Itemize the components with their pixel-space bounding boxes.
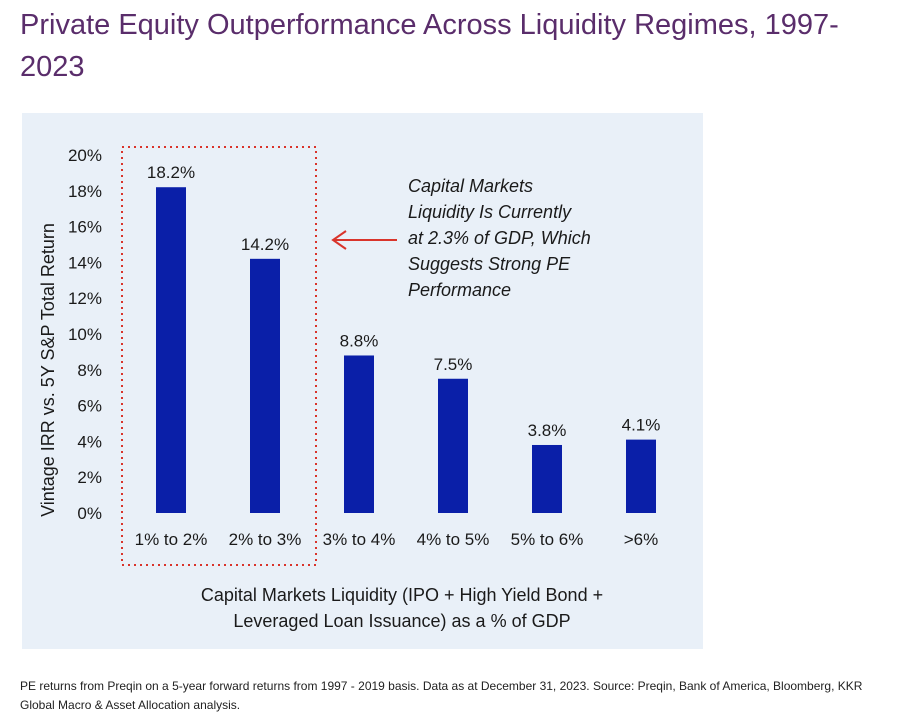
- y-tick-label: 2%: [77, 468, 102, 487]
- y-tick-label: 4%: [77, 432, 102, 451]
- annotation-line: at 2.3% of GDP, Which: [408, 228, 591, 248]
- x-axis-title-line: Capital Markets Liquidity (IPO + High Yi…: [201, 585, 603, 605]
- bars: [156, 187, 656, 513]
- y-tick-label: 8%: [77, 361, 102, 380]
- x-axis-title: Capital Markets Liquidity (IPO + High Yi…: [201, 585, 603, 631]
- y-tick-label: 14%: [68, 253, 102, 272]
- y-tick-label: 12%: [68, 289, 102, 308]
- y-tick-label: 10%: [68, 325, 102, 344]
- y-tick-labels: 0% 2% 4% 6% 8% 10% 12% 14% 16% 18% 20%: [68, 146, 102, 523]
- y-tick-label: 0%: [77, 504, 102, 523]
- bar: [344, 355, 374, 513]
- annotation-arrow: [331, 230, 397, 250]
- annotation-arrow-head: [331, 230, 347, 250]
- annotation-line: Liquidity Is Currently: [408, 202, 572, 222]
- bar-value-label: 8.8%: [340, 331, 379, 350]
- annotation-line: Suggests Strong PE: [408, 254, 571, 274]
- bar: [626, 439, 656, 513]
- value-labels: 18.2% 14.2% 8.8% 7.5% 3.8% 4.1%: [147, 163, 660, 440]
- bar: [250, 258, 280, 513]
- bar: [156, 187, 186, 513]
- y-tick-label: 20%: [68, 146, 102, 165]
- highlight-box: [121, 146, 317, 566]
- x-tick-label: >6%: [624, 530, 659, 549]
- y-tick-label: 6%: [77, 397, 102, 416]
- annotation-line: Performance: [408, 280, 511, 300]
- annotation-text: Capital Markets Liquidity Is Currently at …: [408, 176, 591, 300]
- x-tick-label: 2% to 3%: [229, 530, 302, 549]
- bar-chart: Vintage IRR vs. 5Y S&P Total Return 0% 2%…: [38, 146, 660, 631]
- page-title: Private Equity Outperformance Across Liq…: [20, 9, 839, 83]
- x-tick-label: 5% to 6%: [511, 530, 584, 549]
- annotation-line: Capital Markets: [408, 176, 533, 196]
- x-tick-label: 3% to 4%: [323, 530, 396, 549]
- y-axis-title-group: Vintage IRR vs. 5Y S&P Total Return: [38, 223, 58, 517]
- bar: [438, 378, 468, 513]
- x-tick-label: 4% to 5%: [417, 530, 490, 549]
- x-axis-title-line: Leveraged Loan Issuance) as a % of GDP: [233, 611, 570, 631]
- bar-value-label: 18.2%: [147, 163, 195, 182]
- y-axis-title: Vintage IRR vs. 5Y S&P Total Return: [38, 223, 58, 517]
- bar-value-label: 14.2%: [241, 235, 289, 254]
- source-footnote: PE returns from Preqin on a 5-year forwa…: [20, 679, 863, 712]
- y-tick-label: 16%: [68, 218, 102, 237]
- bar-value-label: 4.1%: [622, 416, 661, 435]
- bar-value-label: 3.8%: [528, 421, 567, 440]
- bar: [532, 444, 562, 513]
- chart-panel: Vintage IRR vs. 5Y S&P Total Return 0% 2%…: [22, 113, 703, 649]
- bar-value-label: 7.5%: [434, 355, 473, 374]
- y-tick-label: 18%: [68, 182, 102, 201]
- x-tick-label: 1% to 2%: [135, 530, 208, 549]
- x-tick-labels: 1% to 2% 2% to 3% 3% to 4% 4% to 5% 5% to 6%…: [135, 530, 659, 549]
